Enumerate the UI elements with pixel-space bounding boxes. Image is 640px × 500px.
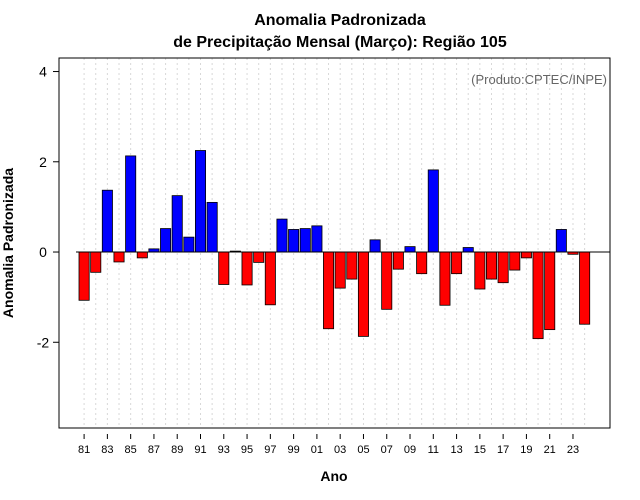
x-axis-title: Ano bbox=[320, 468, 347, 484]
x-tick-label: 15 bbox=[474, 444, 486, 456]
bar-24 bbox=[579, 251, 591, 325]
bar-86 bbox=[136, 251, 148, 259]
bar-09 bbox=[404, 246, 416, 253]
x-tick-label: 99 bbox=[287, 444, 299, 456]
y-axis: -2 0 2 4 bbox=[37, 64, 59, 350]
bar-88 bbox=[160, 228, 172, 253]
x-tick-label: 85 bbox=[125, 444, 137, 456]
x-tick-label: 11 bbox=[428, 444, 439, 456]
x-tick-label: 19 bbox=[520, 444, 532, 456]
x-tick-label: 83 bbox=[101, 444, 113, 456]
y-tick-label: -2 bbox=[37, 334, 50, 350]
x-axis: 81 83 85 87 89 91 93 95 97 99 01 03 05 07 09 11 13 15 17 19… bbox=[78, 434, 579, 456]
bar-04 bbox=[346, 251, 358, 280]
bar-81 bbox=[78, 251, 90, 301]
bar-97 bbox=[264, 251, 276, 306]
x-tick-label: 21 bbox=[544, 444, 556, 456]
bars-group bbox=[78, 150, 591, 340]
bar-92 bbox=[206, 201, 218, 253]
bar-85 bbox=[125, 155, 137, 253]
grid-lines bbox=[83, 58, 586, 428]
y-tick-label: 4 bbox=[39, 64, 47, 80]
x-tick-label: 91 bbox=[194, 444, 206, 456]
bar-19 bbox=[520, 251, 532, 259]
bar-83 bbox=[101, 189, 113, 253]
chart-title-line2: de Precipitação Mensal (Março): Região 1… bbox=[173, 34, 507, 51]
bar-05 bbox=[357, 251, 369, 337]
bar-95 bbox=[241, 251, 253, 286]
x-tick-label: 23 bbox=[567, 444, 579, 456]
bar-96 bbox=[253, 251, 265, 263]
bar-20 bbox=[532, 251, 544, 340]
bar-06 bbox=[369, 239, 381, 253]
bar-12 bbox=[439, 251, 451, 306]
bar-02 bbox=[323, 251, 335, 330]
x-tick-label: 17 bbox=[497, 444, 509, 456]
x-tick-label: 07 bbox=[381, 444, 393, 456]
x-tick-label: 05 bbox=[357, 444, 369, 456]
x-tick-label: 93 bbox=[218, 444, 230, 456]
bar-98 bbox=[276, 218, 288, 253]
credit-label: (Produto:CPTEC/INPE) bbox=[471, 72, 607, 87]
bar-11 bbox=[427, 169, 439, 253]
bar-82 bbox=[90, 251, 102, 273]
x-tick-label: 81 bbox=[78, 444, 90, 456]
bar-01 bbox=[311, 225, 323, 253]
bar-08 bbox=[392, 251, 404, 270]
bar-14 bbox=[462, 247, 474, 253]
x-tick-label: 95 bbox=[241, 444, 253, 456]
plot-frame bbox=[58, 57, 611, 429]
x-tick-label: 03 bbox=[334, 444, 346, 456]
x-tick-label: 97 bbox=[264, 444, 276, 456]
bar-93 bbox=[218, 251, 230, 285]
bar-13 bbox=[451, 251, 463, 275]
bar-90 bbox=[183, 236, 195, 253]
x-tick-label: 13 bbox=[450, 444, 462, 456]
bar-07 bbox=[381, 251, 393, 310]
x-tick-label: 89 bbox=[171, 444, 183, 456]
bar-91 bbox=[194, 150, 206, 253]
x-tick-label: 87 bbox=[148, 444, 160, 456]
chart-title-line1: Anomalia Padronizada bbox=[254, 12, 426, 29]
bar-99 bbox=[288, 229, 300, 253]
y-axis-title: Anomalia Padronizada bbox=[0, 168, 16, 318]
bar-15 bbox=[474, 251, 486, 290]
bar-16 bbox=[485, 251, 497, 280]
y-tick-label: 2 bbox=[39, 154, 47, 170]
bar-22 bbox=[555, 229, 567, 253]
bar-17 bbox=[497, 251, 509, 284]
bar-21 bbox=[544, 251, 556, 331]
bar-00 bbox=[299, 228, 311, 253]
bar-03 bbox=[334, 251, 346, 289]
y-tick-label: 0 bbox=[39, 244, 47, 260]
bar-10 bbox=[416, 251, 428, 275]
x-tick-label: 09 bbox=[404, 444, 416, 456]
bar-89 bbox=[171, 195, 183, 253]
bar-84 bbox=[113, 251, 125, 263]
bar-18 bbox=[509, 251, 521, 271]
x-tick-label: 01 bbox=[311, 444, 323, 456]
